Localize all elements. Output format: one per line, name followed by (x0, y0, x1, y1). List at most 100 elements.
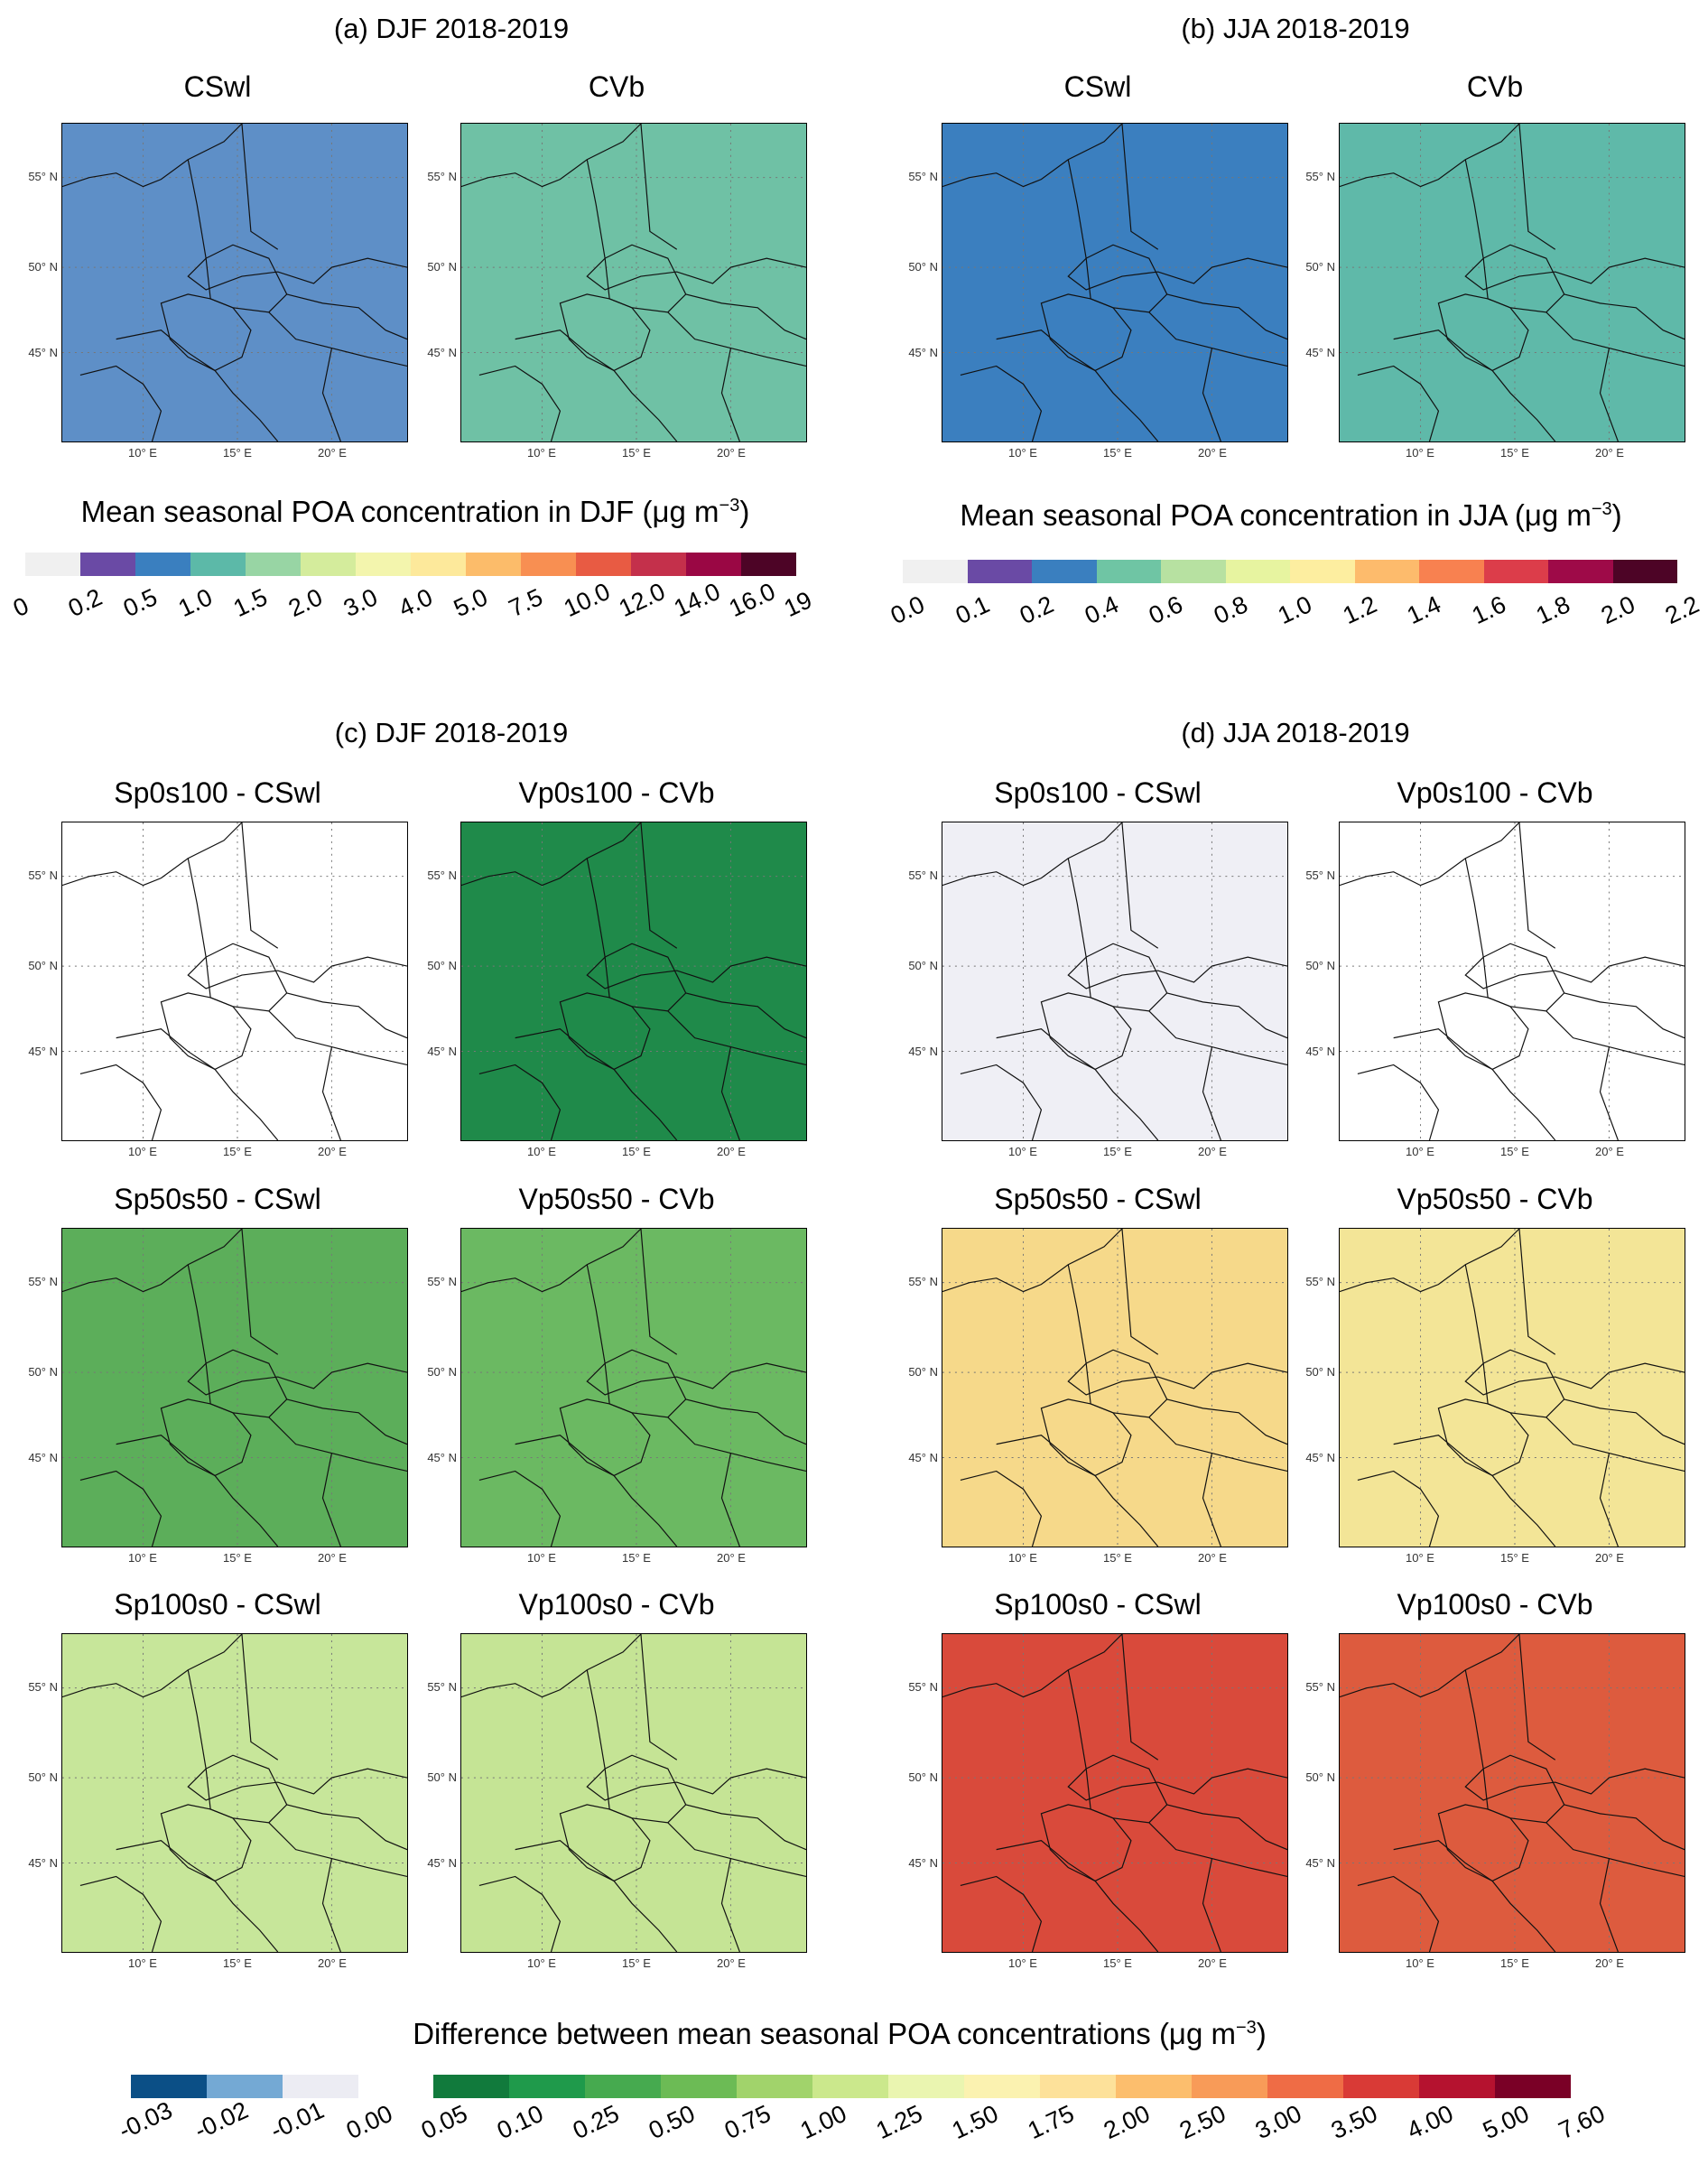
latitude-label: 55° N (28, 170, 58, 183)
colorbar-djf-cell (686, 553, 741, 576)
colorbar-diff-positive-cell (433, 2075, 509, 2098)
country-border (1121, 822, 1159, 949)
country-border (268, 1417, 407, 1473)
longitude-label: 20° E (318, 1551, 347, 1565)
map-a-cswl (61, 123, 408, 442)
latitude-label: 55° N (908, 1680, 938, 1694)
country-border (667, 1010, 806, 1066)
country-border (720, 1453, 740, 1547)
colorbar-tick-label: 5.0 (450, 583, 492, 623)
colorbar-djf-title: Mean seasonal POA concentration in DJF (… (80, 495, 750, 528)
map-title-b-2: CVb (1466, 70, 1524, 103)
colorbar-tick-label: 3.00 (1251, 2099, 1306, 2145)
longitude-label: 20° E (1595, 446, 1624, 460)
map-a-cvb (460, 123, 807, 442)
map-title-d-2-1: Sp50s50 - CSwl (994, 1183, 1202, 1215)
colorbar-jja-cell (1096, 560, 1161, 583)
country-border (160, 293, 252, 372)
latitude-label: 55° N (1305, 1680, 1335, 1694)
latitude-label: 50° N (28, 1770, 58, 1784)
country-border (79, 1470, 162, 1547)
colorbar-tick-label: 14.0 (670, 577, 725, 623)
latitude-label: 45° N (28, 1856, 58, 1870)
map-title-c-2-1: Sp50s50 - CSwl (114, 1183, 321, 1215)
country-border (1437, 1804, 1529, 1882)
country-border (286, 992, 407, 1039)
colorbar-jja-cell (1161, 560, 1226, 583)
country-border (1340, 1634, 1520, 1698)
country-border (515, 330, 678, 441)
country-border (1464, 1264, 1685, 1396)
latitude-label: 45° N (28, 346, 58, 359)
longitude-label: 20° E (1595, 1145, 1624, 1158)
colorbar-jja-cell (903, 560, 968, 583)
map-title-d-2-2: Vp50s50 - CVb (1397, 1183, 1593, 1215)
country-border (1437, 293, 1529, 372)
country-border (286, 293, 407, 340)
country-border (1518, 1634, 1556, 1761)
country-border (1148, 1010, 1287, 1066)
country-border (1340, 124, 1520, 188)
country-border (187, 159, 407, 291)
latitude-label: 55° N (427, 1680, 457, 1694)
latitude-label: 45° N (427, 1856, 457, 1870)
colorbar-tick-label: 19 (780, 586, 816, 623)
latitude-label: 50° N (28, 1365, 58, 1379)
longitude-label: 15° E (1103, 1145, 1132, 1158)
country-border (1040, 293, 1132, 372)
colorbar-tick-label: 0.6 (1145, 590, 1187, 630)
map-title-d-3-2: Vp100s0 - CVb (1397, 1588, 1593, 1621)
country-border (1437, 992, 1529, 1071)
country-border (1166, 1398, 1287, 1445)
country-border (187, 1669, 407, 1801)
country-border (1040, 1804, 1132, 1882)
map-b-cswl (942, 123, 1288, 442)
colorbar-tick-label: 2.50 (1175, 2099, 1230, 2145)
longitude-label: 15° E (622, 1551, 651, 1565)
longitude-label: 20° E (1198, 1956, 1227, 1970)
colorbar-diff-positive-cell (509, 2075, 585, 2098)
longitude-label: 20° E (717, 1145, 746, 1158)
longitude-label: 20° E (1198, 1551, 1227, 1565)
colorbar-jja-cell (1419, 560, 1484, 583)
colorbar-tick-label: 1.2 (1338, 590, 1381, 630)
country-border (187, 1264, 407, 1396)
colorbar-jja-cell (1548, 560, 1613, 583)
longitude-label: 10° E (1406, 1956, 1434, 1970)
colorbar-tick-label: -0.03 (115, 2095, 177, 2145)
colorbar-jja-cell (1354, 560, 1419, 583)
country-border (1546, 1822, 1685, 1878)
colorbar-tick-label: 0.5 (119, 583, 162, 623)
latitude-label: 55° N (427, 1275, 457, 1288)
colorbar-jja-cell (1290, 560, 1355, 583)
colorbar-tick-label: 2.0 (1596, 590, 1639, 630)
latitude-label: 45° N (908, 1451, 938, 1464)
longitude-label: 15° E (1103, 446, 1132, 460)
colorbar-diff-positive-cell (1116, 2075, 1192, 2098)
country-border (1340, 1229, 1520, 1293)
country-border (640, 822, 678, 949)
colorbar-diff-positive-cell (812, 2075, 888, 2098)
map-title-c-1-2: Vp0s100 - CVb (518, 776, 715, 809)
colorbar-tick-label: 7.5 (505, 583, 547, 623)
colorbar-tick-label: 1.6 (1467, 590, 1510, 630)
latitude-label: 45° N (1305, 1451, 1335, 1464)
colorbar-tick-label: 0.10 (493, 2099, 548, 2145)
colorbar-tick-label: 3.50 (1327, 2099, 1382, 2145)
country-border (1599, 1046, 1619, 1140)
map-c-1-1 (61, 822, 408, 1141)
latitude-label: 55° N (427, 869, 457, 882)
map-title-d-1-2: Vp0s100 - CVb (1397, 776, 1593, 809)
map-d-1-1 (942, 822, 1288, 1141)
latitude-label: 55° N (1305, 869, 1335, 882)
longitude-label: 10° E (128, 1145, 157, 1158)
colorbar-tick-label: 1.25 (872, 2099, 927, 2145)
colorbar-tick-label: 2.0 (284, 583, 327, 623)
country-border (1121, 1229, 1159, 1355)
latitude-label: 45° N (427, 1451, 457, 1464)
colorbar-tick-label: 0.25 (569, 2099, 624, 2145)
country-border (1357, 365, 1440, 441)
country-border (116, 1435, 279, 1547)
colorbar-tick-label: 1.4 (1403, 590, 1445, 630)
longitude-label: 10° E (128, 1956, 157, 1970)
